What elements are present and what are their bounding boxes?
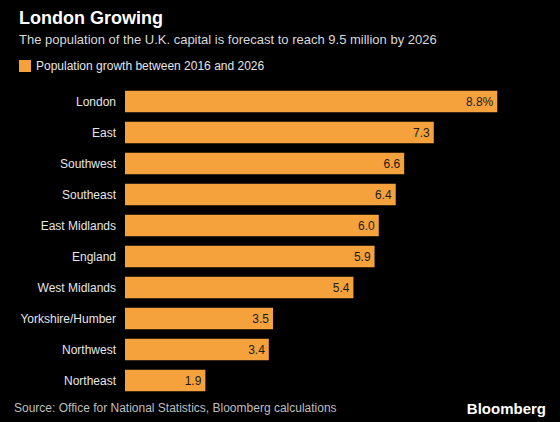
svg-text:Southeast: Southeast bbox=[62, 188, 117, 202]
svg-text:3.5: 3.5 bbox=[252, 312, 269, 326]
svg-text:Yorkshire/Humber: Yorkshire/Humber bbox=[20, 312, 116, 326]
svg-text:6.6: 6.6 bbox=[383, 157, 400, 171]
svg-text:6.4: 6.4 bbox=[375, 188, 392, 202]
svg-text:7.3: 7.3 bbox=[413, 126, 430, 140]
svg-text:5.4: 5.4 bbox=[333, 281, 350, 295]
svg-text:Population growth between 2016: Population growth between 2016 and 2026 bbox=[36, 59, 265, 73]
svg-text:1.9: 1.9 bbox=[185, 374, 202, 388]
svg-text:8.8%: 8.8% bbox=[466, 95, 494, 109]
svg-text:5.9: 5.9 bbox=[354, 250, 371, 264]
svg-text:London Growing: London Growing bbox=[19, 8, 163, 28]
svg-text:England: England bbox=[72, 250, 116, 264]
svg-text:Southwest: Southwest bbox=[60, 157, 117, 171]
svg-text:West Midlands: West Midlands bbox=[38, 281, 116, 295]
svg-text:London: London bbox=[76, 95, 116, 109]
svg-text:East: East bbox=[92, 126, 117, 140]
svg-text:Northeast: Northeast bbox=[64, 374, 117, 388]
svg-text:East Midlands: East Midlands bbox=[41, 219, 116, 233]
svg-text:Source: Office for National St: Source: Office for National Statistics, … bbox=[14, 401, 337, 415]
svg-text:3.4: 3.4 bbox=[248, 343, 265, 357]
svg-text:6.0: 6.0 bbox=[358, 219, 375, 233]
svg-text:Bloomberg: Bloomberg bbox=[467, 400, 546, 417]
svg-text:Northwest: Northwest bbox=[62, 343, 117, 357]
svg-text:The population of the U.K. cap: The population of the U.K. capital is fo… bbox=[19, 32, 437, 47]
